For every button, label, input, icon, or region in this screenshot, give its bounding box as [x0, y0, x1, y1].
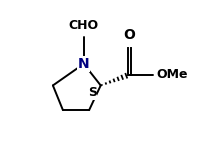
Text: OMe: OMe — [156, 68, 188, 81]
Text: N: N — [78, 57, 90, 71]
Text: CHO: CHO — [69, 19, 99, 32]
Text: O: O — [123, 28, 135, 42]
Text: S: S — [88, 86, 97, 99]
